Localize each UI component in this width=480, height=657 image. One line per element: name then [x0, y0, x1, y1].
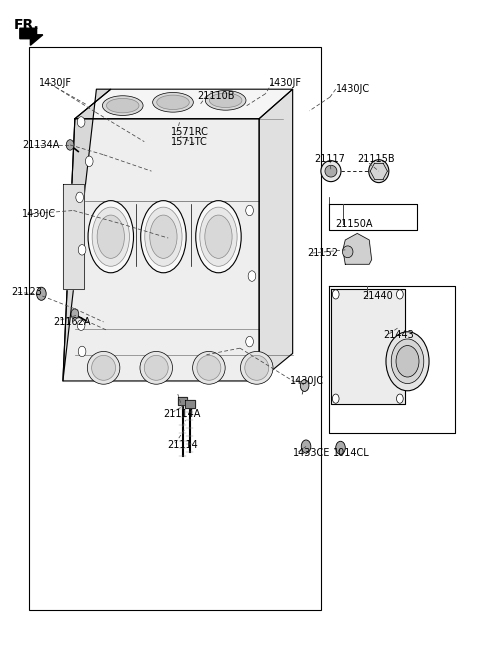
- Ellipse shape: [97, 215, 124, 258]
- Text: 21114A: 21114A: [163, 409, 201, 419]
- Ellipse shape: [196, 200, 241, 273]
- Text: FR.: FR.: [14, 18, 40, 32]
- Ellipse shape: [325, 166, 337, 177]
- Ellipse shape: [200, 207, 237, 266]
- Text: 21443: 21443: [384, 330, 414, 340]
- Text: 21115B: 21115B: [357, 154, 395, 164]
- Text: 1430JF: 1430JF: [39, 78, 72, 87]
- Polygon shape: [259, 89, 293, 381]
- Ellipse shape: [150, 215, 177, 258]
- Circle shape: [248, 271, 256, 281]
- Ellipse shape: [205, 91, 246, 110]
- Ellipse shape: [391, 339, 424, 384]
- Text: 21114: 21114: [167, 440, 198, 450]
- Circle shape: [85, 156, 93, 167]
- Circle shape: [300, 380, 309, 392]
- Ellipse shape: [92, 207, 130, 266]
- Ellipse shape: [144, 355, 168, 380]
- Ellipse shape: [240, 351, 273, 384]
- Ellipse shape: [102, 96, 143, 116]
- Circle shape: [78, 244, 86, 255]
- Text: 1014CL: 1014CL: [333, 448, 370, 458]
- Circle shape: [77, 117, 85, 127]
- Circle shape: [396, 394, 403, 403]
- Text: 1571TC: 1571TC: [170, 137, 207, 147]
- Text: 1433CE: 1433CE: [293, 448, 330, 458]
- Polygon shape: [63, 119, 259, 381]
- Polygon shape: [63, 184, 84, 289]
- Circle shape: [36, 287, 46, 300]
- Circle shape: [301, 440, 311, 453]
- Circle shape: [76, 192, 84, 202]
- Circle shape: [77, 320, 85, 330]
- Ellipse shape: [157, 95, 189, 110]
- Circle shape: [71, 309, 79, 319]
- Ellipse shape: [87, 351, 120, 384]
- Circle shape: [332, 290, 339, 299]
- Circle shape: [246, 336, 253, 347]
- Ellipse shape: [369, 160, 389, 183]
- Text: 21123: 21123: [11, 288, 42, 298]
- Circle shape: [396, 290, 403, 299]
- Ellipse shape: [205, 215, 232, 258]
- Polygon shape: [185, 400, 194, 408]
- Ellipse shape: [141, 200, 186, 273]
- Ellipse shape: [245, 355, 269, 380]
- Polygon shape: [331, 289, 405, 404]
- Polygon shape: [343, 233, 372, 264]
- Ellipse shape: [107, 99, 139, 113]
- Text: 1430JC: 1430JC: [290, 376, 324, 386]
- Text: 21117: 21117: [314, 154, 345, 164]
- Ellipse shape: [209, 93, 242, 108]
- Circle shape: [78, 346, 86, 357]
- Ellipse shape: [92, 355, 116, 380]
- Ellipse shape: [342, 246, 353, 258]
- Polygon shape: [178, 397, 187, 405]
- Circle shape: [336, 442, 345, 455]
- Polygon shape: [20, 28, 43, 45]
- Text: 21134A: 21134A: [22, 140, 60, 150]
- Polygon shape: [75, 89, 293, 119]
- Text: 21110B: 21110B: [197, 91, 234, 101]
- Text: 1571RC: 1571RC: [170, 127, 208, 137]
- Text: 1430JF: 1430JF: [269, 78, 302, 87]
- Text: 1430JC: 1430JC: [22, 209, 56, 219]
- Text: 1430JC: 1430JC: [336, 84, 370, 94]
- Text: 21162A: 21162A: [53, 317, 91, 327]
- Ellipse shape: [197, 355, 221, 380]
- Circle shape: [246, 205, 253, 215]
- Ellipse shape: [140, 351, 172, 384]
- Ellipse shape: [386, 332, 429, 391]
- Circle shape: [332, 394, 339, 403]
- Ellipse shape: [153, 93, 193, 112]
- Text: 21152: 21152: [307, 248, 338, 258]
- Ellipse shape: [88, 200, 133, 273]
- Text: 21440: 21440: [362, 290, 393, 301]
- Ellipse shape: [192, 351, 225, 384]
- Circle shape: [66, 140, 74, 150]
- Polygon shape: [63, 89, 111, 381]
- Text: 21150A: 21150A: [336, 219, 373, 229]
- Ellipse shape: [321, 161, 341, 181]
- Ellipse shape: [396, 346, 419, 377]
- Ellipse shape: [145, 207, 182, 266]
- Bar: [29, 47, 322, 610]
